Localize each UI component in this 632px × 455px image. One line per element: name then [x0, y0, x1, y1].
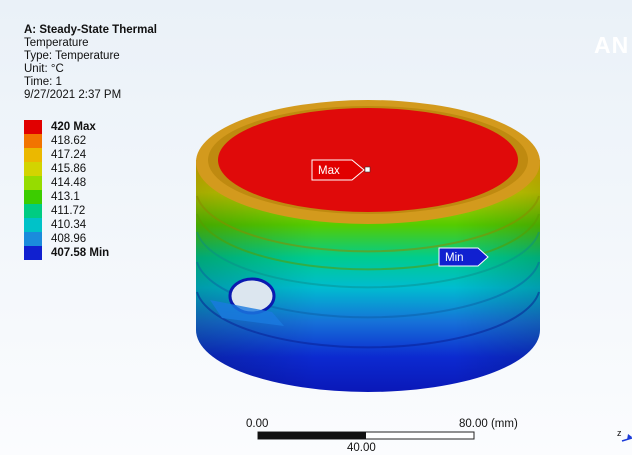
legend-swatch — [24, 120, 42, 134]
legend-swatch — [24, 148, 42, 162]
legend-swatch — [24, 176, 42, 190]
max-probe-point — [364, 166, 371, 173]
min-probe-label: Min — [445, 252, 464, 264]
legend-value: 410.34 — [51, 219, 87, 231]
legend-value: 408.96 — [51, 233, 87, 245]
legend-swatch — [24, 134, 42, 148]
scale-right-label: 80.00 (mm) — [459, 418, 518, 430]
scale-left-label: 0.00 — [246, 418, 269, 430]
ring-groove — [196, 261, 540, 319]
result-type: Type: Temperature — [24, 50, 120, 62]
min-probe[interactable]: Min — [438, 247, 489, 267]
legend-value: 420 Max — [51, 121, 96, 133]
ring-groove — [196, 231, 540, 289]
legend-value: 417.24 — [51, 149, 87, 161]
result-unit: Unit: °C — [24, 63, 64, 75]
legend-value: 411.72 — [51, 205, 86, 217]
legend-swatch — [24, 204, 42, 218]
ring-groove — [196, 195, 540, 253]
axis-triad[interactable] — [621, 434, 632, 442]
legend-value: 413.1 — [51, 191, 80, 203]
min-probe-tag — [438, 247, 489, 267]
ansys-logo: AN — [594, 32, 630, 58]
legend-swatch — [24, 162, 42, 176]
scale-bar — [257, 431, 475, 440]
piston-skirt-shading — [196, 160, 540, 392]
legend-value: 418.62 — [51, 135, 87, 147]
piston-model[interactable] — [196, 100, 540, 392]
legend-swatch — [24, 190, 42, 204]
ring-groove — [196, 291, 540, 349]
result-name: Temperature — [24, 37, 89, 49]
max-probe-tag — [311, 159, 365, 181]
legend-value: 407.58 Min — [51, 247, 110, 259]
legend-value: 415.86 — [51, 163, 87, 175]
result-info-panel: A: Steady-State Thermal Temperature Type… — [24, 24, 157, 102]
legend-swatch — [24, 246, 42, 260]
axis-label: z — [617, 428, 622, 438]
legend-swatch — [24, 218, 42, 232]
result-date: 9/27/2021 2:37 PM — [24, 89, 122, 101]
piston-crown-top — [218, 108, 518, 212]
analysis-title: A: Steady-State Thermal — [24, 24, 157, 36]
max-probe-label: Max — [318, 165, 340, 177]
ring-groove — [196, 213, 540, 271]
legend-value: 414.48 — [51, 177, 87, 189]
max-probe[interactable]: Max — [311, 159, 371, 181]
result-time: Time: 1 — [24, 76, 62, 88]
pin-boss-edge — [210, 300, 284, 326]
scale-mid-label: 40.00 — [347, 442, 376, 454]
legend-swatch — [24, 232, 42, 246]
